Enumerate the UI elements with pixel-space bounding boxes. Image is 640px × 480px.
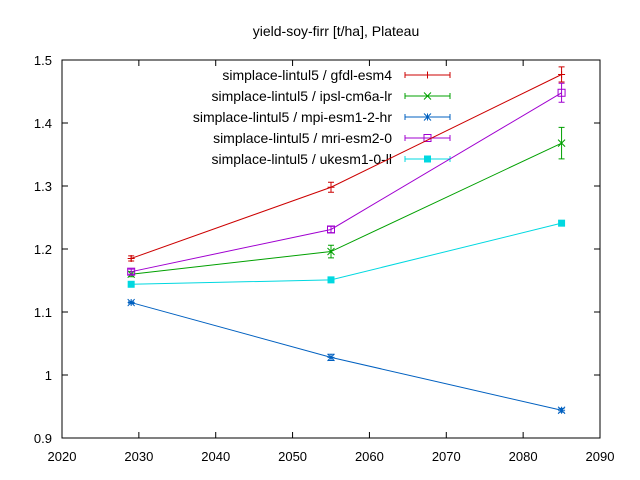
series-line (131, 222, 562, 285)
data-marker-star (327, 353, 335, 362)
data-marker-cross (327, 247, 335, 256)
series-0 (127, 66, 566, 262)
series-2 (127, 298, 566, 415)
x-tick-label: 2050 (278, 449, 307, 464)
legend-label: simplace-lintul5 / mpi-esm1-2-hr (193, 109, 393, 125)
data-marker-filled-square (424, 155, 431, 163)
legend-label: simplace-lintul5 / ukesm1-0-ll (211, 151, 392, 167)
data-marker-open-square (127, 267, 136, 276)
data-marker-filled-square (127, 280, 135, 288)
legend-entry: simplace-lintul5 / ukesm1-0-ll (211, 151, 451, 167)
y-tick-label: 1.5 (34, 53, 52, 68)
x-tick-label: 2020 (48, 449, 77, 464)
legend-entry: simplace-lintul5 / gfdl-esm4 (222, 67, 451, 83)
y-tick-label: 1 (45, 368, 52, 383)
legend-label: simplace-lintul5 / mri-esm2-0 (213, 130, 392, 146)
legend: simplace-lintul5 / gfdl-esm4 simplace-lin… (193, 67, 451, 167)
legend-entry: simplace-lintul5 / mpi-esm1-2-hr (193, 109, 451, 125)
data-marker-cross (557, 139, 566, 148)
legend-errorbar-caps (404, 72, 451, 78)
y-tick-label: 1.2 (34, 242, 52, 257)
y-tick-label: 1.3 (34, 179, 52, 194)
legend-label: simplace-lintul5 / ipsl-cm6a-lr (212, 88, 393, 104)
x-tick-label: 2070 (432, 449, 461, 464)
plot-area (127, 66, 566, 415)
data-marker-plus (127, 254, 135, 262)
data-marker-filled-square (327, 276, 335, 284)
data-marker-star (127, 298, 136, 307)
legend-errorbar-caps (404, 93, 451, 99)
series-4 (127, 219, 566, 288)
legend-errorbar-caps (404, 135, 451, 141)
data-marker-star (557, 406, 566, 415)
data-marker-plus (327, 183, 335, 191)
error-bar (558, 82, 565, 103)
axes: 2020 2030 2040 2050 2060 2070 2080 2090 0.9 1 1.1 1… (34, 53, 615, 464)
data-marker-filled-square (558, 219, 566, 227)
y-tick-label: 1.1 (34, 305, 52, 320)
data-marker-open-square (327, 225, 335, 234)
legend-errorbar-caps (404, 114, 451, 120)
error-bar (128, 268, 135, 275)
y-tick-label: 1.4 (34, 116, 52, 131)
series-line (131, 302, 562, 411)
x-tick-label: 2030 (124, 449, 153, 464)
series-1 (127, 126, 566, 279)
x-tick-label: 2090 (586, 449, 615, 464)
legend-entry: simplace-lintul5 / mri-esm2-0 (213, 130, 451, 146)
x-tick-label: 2040 (201, 449, 230, 464)
data-marker-plus (424, 71, 431, 79)
data-marker-open-square (557, 88, 566, 97)
x-tick-label: 2060 (355, 449, 384, 464)
chart-title: yield-soy-firr [t/ha], Plateau (253, 23, 420, 39)
data-marker-star (423, 113, 432, 121)
data-marker-plus (558, 70, 566, 78)
y-tick-label: 0.9 (34, 431, 52, 446)
legend-label: simplace-lintul5 / gfdl-esm4 (222, 67, 392, 83)
data-marker-cross (423, 92, 432, 100)
legend-entry: simplace-lintul5 / ipsl-cm6a-lr (212, 88, 451, 104)
x-tick-label: 2080 (509, 449, 538, 464)
series-3 (127, 82, 566, 276)
